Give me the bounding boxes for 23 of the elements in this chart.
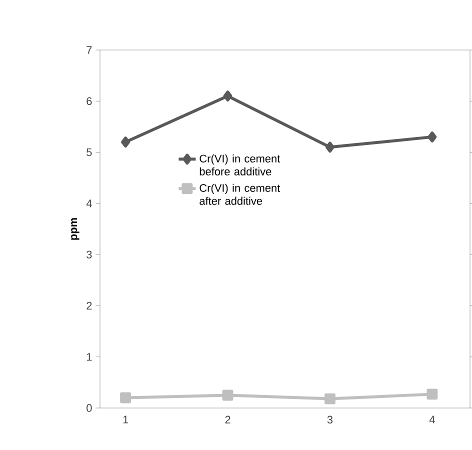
y-tick-label: 0 — [86, 404, 92, 412]
legend-label: Cr(VI) in cement before additive — [200, 154, 280, 176]
point — [223, 90, 232, 102]
x-tick-label: 3 — [327, 416, 333, 424]
point — [325, 142, 334, 153]
y-tick-label: 1 — [86, 353, 92, 361]
point — [324, 393, 336, 404]
y-tick-label: 3 — [86, 250, 92, 258]
x-tick-label: 2 — [225, 416, 230, 424]
x-tick-label: 4 — [429, 416, 435, 424]
point — [121, 136, 130, 148]
point — [120, 392, 132, 404]
y-tick-label: 7 — [86, 46, 92, 54]
point — [428, 131, 437, 142]
y-axis-title: ppm — [71, 218, 80, 240]
y-tick-label: 2 — [86, 302, 92, 310]
x-tick-label: 1 — [123, 416, 128, 424]
y-tick-label: 4 — [86, 200, 92, 208]
legend-label: Cr(VI) in cement after additive — [200, 184, 280, 205]
y-tick-label: 5 — [86, 148, 92, 156]
point — [426, 388, 438, 400]
point — [222, 390, 234, 401]
y-tick-label: 6 — [86, 97, 92, 106]
